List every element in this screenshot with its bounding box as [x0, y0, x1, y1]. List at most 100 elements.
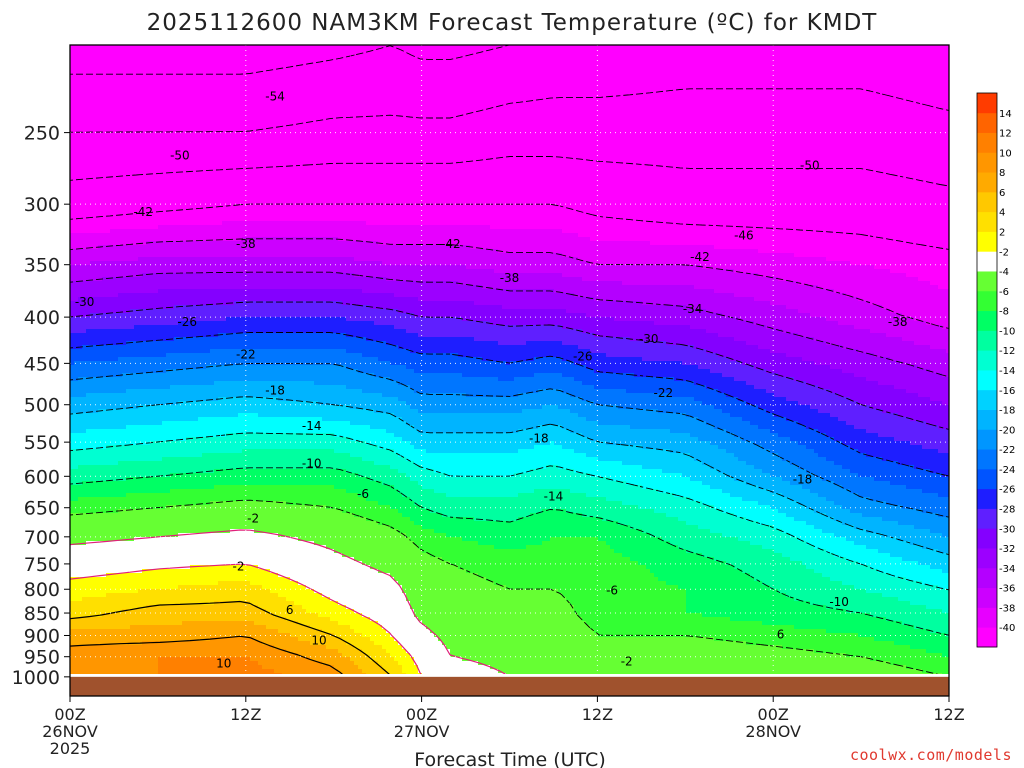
- field-cell: [118, 109, 123, 114]
- field-cell: [626, 117, 631, 122]
- field-cell: [818, 109, 823, 114]
- field-cell: [190, 57, 195, 62]
- field-cell: [690, 105, 695, 110]
- field-cell: [638, 53, 643, 58]
- field-cell: [622, 69, 627, 74]
- field-cell: [454, 73, 459, 78]
- field-cell: [886, 129, 891, 134]
- field-cell: [542, 133, 547, 138]
- field-cell: [822, 53, 827, 58]
- field-cell: [450, 77, 455, 82]
- field-cell: [450, 73, 455, 78]
- field-cell: [474, 69, 479, 74]
- field-cell: [846, 45, 851, 50]
- field-cell: [310, 81, 315, 86]
- field-cell: [638, 65, 643, 70]
- field-cell: [690, 109, 695, 114]
- field-cell: [782, 45, 787, 50]
- field-cell: [754, 117, 759, 122]
- field-cell: [754, 109, 759, 114]
- field-cell: [870, 117, 875, 122]
- field-cell: [478, 93, 483, 98]
- field-cell: [114, 121, 119, 126]
- field-cell: [758, 109, 763, 114]
- field-cell: [422, 101, 427, 106]
- field-cell: [122, 49, 127, 54]
- field-cell: [878, 81, 883, 86]
- field-cell: [614, 109, 619, 114]
- field-cell: [274, 109, 279, 114]
- field-cell: [554, 77, 559, 82]
- field-cell: [442, 101, 447, 106]
- field-cell: [266, 109, 271, 114]
- field-cell: [254, 93, 259, 98]
- field-cell: [730, 113, 735, 118]
- field-cell: [358, 77, 363, 82]
- field-cell: [350, 57, 355, 62]
- field-cell: [394, 105, 399, 110]
- field-cell: [246, 109, 251, 114]
- field-cell: [86, 113, 91, 118]
- field-cell: [94, 53, 99, 58]
- field-cell: [358, 133, 363, 138]
- field-cell: [334, 81, 339, 86]
- field-cell: [606, 113, 611, 118]
- field-cell: [466, 129, 471, 134]
- field-cell: [586, 125, 591, 130]
- field-cell: [354, 133, 359, 138]
- field-cell: [926, 73, 931, 78]
- field-cell: [78, 97, 83, 102]
- field-cell: [590, 105, 595, 110]
- field-cell: [650, 133, 655, 138]
- field-cell: [146, 105, 151, 110]
- field-cell: [846, 57, 851, 62]
- field-cell: [214, 117, 219, 122]
- field-cell: [314, 73, 319, 78]
- field-cell: [662, 109, 667, 114]
- field-cell: [578, 89, 583, 94]
- field-cell: [942, 113, 947, 118]
- field-cell: [426, 129, 431, 134]
- field-cell: [486, 45, 491, 50]
- field-cell: [446, 121, 451, 126]
- field-cell: [926, 97, 931, 102]
- field-cell: [702, 69, 707, 74]
- field-cell: [246, 57, 251, 62]
- field-cell: [258, 89, 263, 94]
- field-cell: [782, 125, 787, 130]
- field-cell: [402, 117, 407, 122]
- field-cell: [422, 133, 427, 138]
- field-cell: [546, 73, 551, 78]
- field-cell: [250, 89, 255, 94]
- field-cell: [838, 77, 843, 82]
- field-cell: [642, 125, 647, 130]
- field-cell: [318, 73, 323, 78]
- field-cell: [294, 133, 299, 138]
- field-cell: [726, 57, 731, 62]
- field-cell: [630, 85, 635, 90]
- field-cell: [810, 45, 815, 50]
- field-cell: [534, 85, 539, 90]
- field-cell: [470, 133, 475, 138]
- field-cell: [150, 81, 155, 86]
- field-cell: [526, 57, 531, 62]
- field-cell: [526, 109, 531, 114]
- field-cell: [446, 129, 451, 134]
- field-cell: [578, 109, 583, 114]
- field-cell: [582, 113, 587, 118]
- field-cell: [290, 133, 295, 138]
- field-cell: [242, 81, 247, 86]
- field-cell: [74, 109, 79, 114]
- field-cell: [282, 77, 287, 82]
- field-cell: [594, 121, 599, 126]
- field-cell: [594, 129, 599, 134]
- field-cell: [570, 125, 575, 130]
- field-cell: [334, 105, 339, 110]
- field-cell: [394, 49, 399, 54]
- field-cell: [850, 117, 855, 122]
- field-cell: [514, 113, 519, 118]
- field-cell: [94, 85, 99, 90]
- field-cell: [346, 65, 351, 70]
- field-cell: [222, 53, 227, 58]
- field-cell: [522, 113, 527, 118]
